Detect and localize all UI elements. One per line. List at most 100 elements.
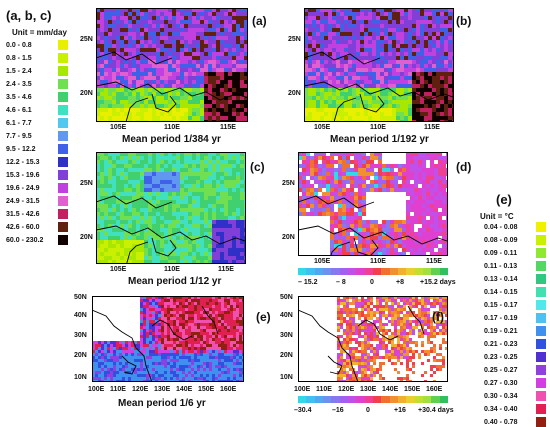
grid-cell [176, 188, 180, 192]
grid-cell [426, 208, 430, 212]
grid-cell [370, 168, 374, 172]
grid-cell [179, 311, 182, 314]
grid-cell [215, 338, 218, 341]
grid-cell [204, 12, 208, 16]
grid-cell [414, 232, 418, 236]
grid-cell [372, 84, 376, 88]
grid-cell [212, 180, 216, 184]
grid-cell [386, 172, 390, 176]
grid-cell [240, 224, 244, 228]
grid-cell [442, 192, 446, 196]
grid-cell [120, 204, 124, 208]
grid-cell [104, 68, 108, 72]
left-legend-swatch [58, 144, 68, 154]
grid-cell [132, 252, 136, 256]
grid-cell [140, 220, 144, 224]
grid-cell [108, 248, 112, 252]
grid-cell [438, 212, 442, 216]
grid-cell [410, 168, 414, 172]
grid-cell [236, 228, 240, 232]
grid-cell [132, 256, 136, 260]
grid-cell [396, 88, 400, 92]
panel-a-label: (a) [252, 14, 267, 28]
grid-cell [332, 32, 336, 36]
grid-cell [364, 116, 368, 120]
grid-cell [132, 68, 136, 72]
grid-cell [146, 308, 149, 311]
grid-cell [430, 188, 434, 192]
grid-cell [314, 160, 318, 164]
grid-cell [410, 204, 414, 208]
grid-cell [104, 184, 108, 188]
panel-c-title: Mean period 1/12 yr [128, 276, 221, 287]
grid-cell [148, 12, 152, 16]
grid-cell [240, 244, 244, 248]
grid-cell [360, 32, 364, 36]
grid-cell [124, 28, 128, 32]
grid-cell [156, 72, 160, 76]
grid-cell [192, 56, 196, 60]
grid-cell [204, 156, 208, 160]
grid-cell [194, 332, 197, 335]
grid-cell [360, 24, 364, 28]
grid-cell [104, 12, 108, 16]
grid-cell [184, 252, 188, 256]
right-legend-range: 0.40 - 0.78 [484, 419, 532, 426]
grid-cell [152, 64, 156, 68]
grid-cell [188, 104, 192, 108]
grid-cell [434, 164, 438, 168]
grid-cell [128, 64, 132, 68]
grid-cell [418, 232, 422, 236]
grid-cell [216, 252, 220, 256]
grid-cell [362, 176, 366, 180]
grid-cell [404, 48, 408, 52]
grid-cell [152, 80, 156, 84]
grid-cell [230, 323, 233, 326]
grid-cell [136, 240, 140, 244]
grid-cell [176, 24, 180, 28]
grid-cell [185, 350, 188, 353]
grid-cell [149, 347, 152, 350]
grid-cell [388, 12, 392, 16]
grid-cell [98, 341, 101, 344]
grid-cell [344, 96, 348, 100]
grid-cell [164, 100, 168, 104]
grid-cell [208, 240, 212, 244]
grid-cell [312, 44, 316, 48]
grid-cell [338, 248, 342, 252]
grid-cell [152, 311, 155, 314]
grid-cell [152, 344, 155, 347]
grid-cell [194, 314, 197, 317]
grid-cell [306, 204, 310, 208]
grid-cell [440, 52, 444, 56]
grid-cell [116, 48, 120, 52]
grid-cell [312, 92, 316, 96]
colorbar-segment [298, 268, 306, 275]
grid-cell [328, 48, 332, 52]
panel-b-label: (b) [456, 14, 471, 28]
grid-cell [380, 44, 384, 48]
grid-cell [116, 12, 120, 16]
grid-cell [230, 347, 233, 350]
grid-cell [124, 220, 128, 224]
grid-cell [330, 216, 334, 220]
grid-cell [312, 104, 316, 108]
grid-cell [180, 168, 184, 172]
grid-cell [208, 44, 212, 48]
grid-cell [168, 168, 172, 172]
grid-cell [340, 108, 344, 112]
grid-cell [156, 16, 160, 20]
grid-cell [172, 176, 176, 180]
grid-cell [302, 176, 306, 180]
grid-cell [148, 196, 152, 200]
grid-cell [164, 299, 167, 302]
grid-cell [185, 314, 188, 317]
grid-cell [220, 224, 224, 228]
grid-cell [396, 20, 400, 24]
grid-cell [180, 156, 184, 160]
grid-cell [196, 16, 200, 20]
grid-cell [220, 228, 224, 232]
grid-cell [228, 160, 232, 164]
grid-cell [196, 36, 200, 40]
left-legend-entry: 6.1 - 7.7 [6, 118, 68, 128]
